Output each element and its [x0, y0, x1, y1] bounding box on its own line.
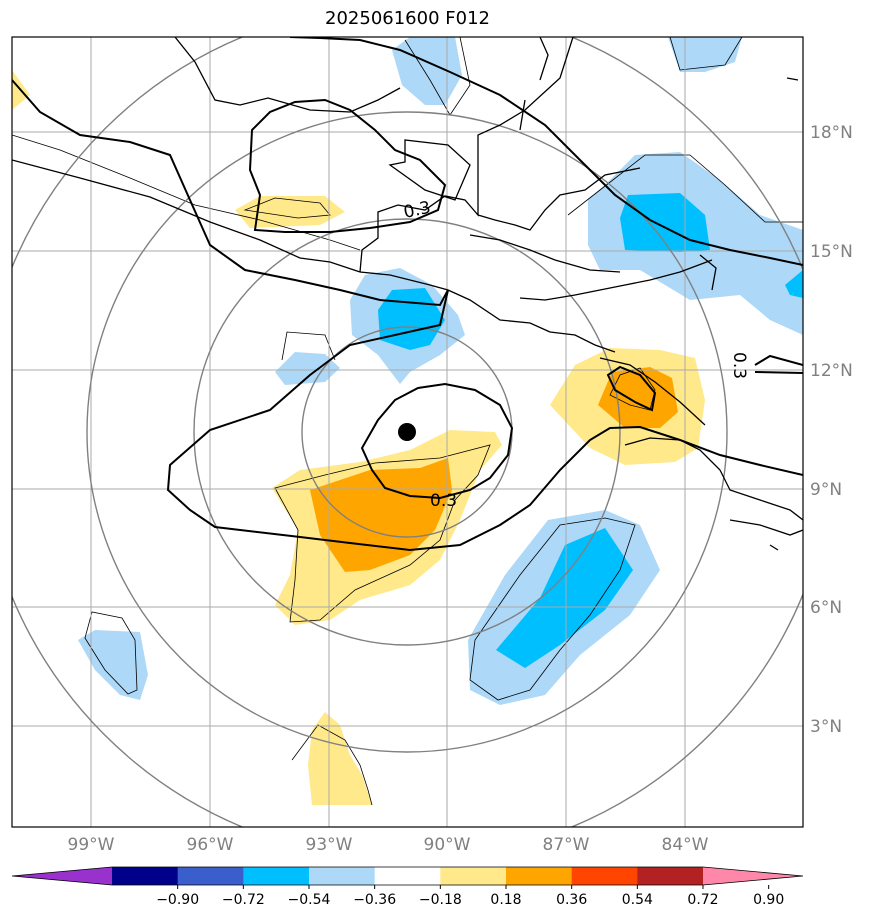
strong-negative-anomaly-region	[496, 528, 633, 668]
colorbar-extension-low	[12, 867, 112, 885]
coastlines	[12, 37, 803, 551]
latitude-labels: 18°N 15°N 12°N 9°N 6°N 3°N	[810, 123, 853, 737]
contour-label: 0.3	[402, 198, 433, 223]
colorbar-outline	[11, 866, 804, 886]
colorbar-extension-high	[703, 867, 803, 885]
strong-negative-anomaly-region	[620, 193, 710, 252]
map-title: 2025061600 F012	[325, 8, 490, 29]
strong-positive-anomaly-region	[598, 367, 678, 428]
lon-label: 84°W	[662, 835, 709, 855]
colorbar-segment	[506, 867, 573, 885]
negative-anomaly-region	[668, 37, 742, 72]
colorbar-tick-label: 0.54	[622, 892, 653, 908]
colorbar-segment	[637, 867, 704, 885]
negative-anomaly-region	[78, 630, 148, 700]
lat-label: 12°N	[810, 361, 853, 381]
negative-anomaly-region	[275, 352, 340, 385]
colorbar-tick-label: −0.18	[419, 892, 462, 908]
colorbar: −0.90 −0.72 −0.54 −0.36 −0.18 0.18 0.36 0.54 0.7…	[11, 866, 804, 908]
lon-label: 90°W	[424, 835, 471, 855]
lon-label: 99°W	[68, 835, 115, 855]
lat-label: 18°N	[810, 123, 853, 143]
colorbar-segment	[440, 867, 507, 885]
colorbar-segment	[177, 867, 244, 885]
thin-contours	[12, 37, 803, 806]
positive-anomaly-region	[308, 712, 372, 805]
colorbar-segment	[571, 867, 638, 885]
contour-label: 0.3	[430, 491, 457, 511]
colorbar-segment	[112, 867, 179, 885]
colorbar-tick-label: −0.54	[288, 892, 331, 908]
strong-positive-anomaly-region	[310, 458, 452, 572]
map-frame	[11, 36, 804, 828]
lat-label: 15°N	[810, 242, 853, 262]
colorbar-segment	[309, 867, 376, 885]
colorbar-segment	[243, 867, 310, 885]
thick-contours	[12, 37, 803, 552]
colorbar-tick-label: 0.90	[753, 892, 784, 908]
longitude-labels: 99°W 96°W 93°W 90°W 87°W 84°W	[68, 835, 709, 855]
lon-label: 96°W	[187, 835, 234, 855]
lat-label: 6°N	[810, 598, 842, 618]
colorbar-tick-label: 0.18	[490, 892, 521, 908]
colorbar-tick-label: 0.36	[556, 892, 587, 908]
colorbar-tick-label: −0.36	[353, 892, 396, 908]
colorbar-tick-label: 0.72	[687, 892, 718, 908]
contour-label: 0.3	[729, 352, 749, 379]
lat-label: 3°N	[810, 717, 842, 737]
negative-anomaly-region	[392, 37, 462, 105]
filled-regions	[12, 37, 803, 805]
lat-label: 9°N	[810, 480, 842, 500]
storm-center-marker	[398, 423, 416, 441]
lon-label: 87°W	[543, 835, 590, 855]
colorbar-tick-label: −0.72	[222, 892, 265, 908]
colorbar-tick-label: −0.90	[156, 892, 199, 908]
colorbar-segment	[374, 867, 441, 885]
strong-negative-anomaly-region	[785, 270, 803, 298]
positive-anomaly-region	[235, 196, 345, 228]
lon-label: 93°W	[306, 835, 353, 855]
